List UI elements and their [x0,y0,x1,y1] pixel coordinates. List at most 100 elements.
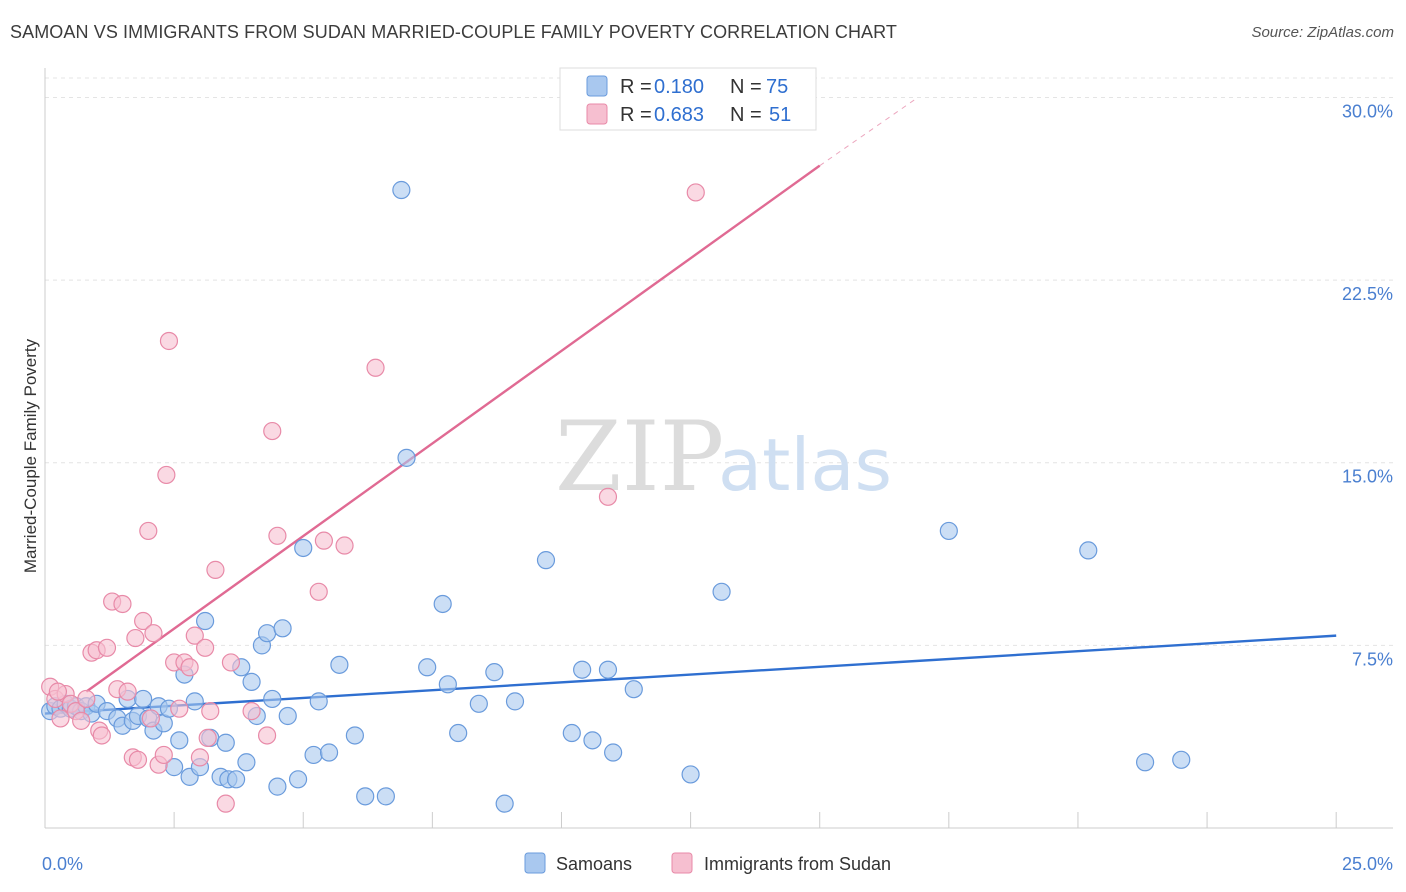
watermark-zip: ZIP [555,401,724,513]
point-sudan-29 [170,699,189,718]
point-sudan-23 [144,624,163,643]
point-sudan-22 [141,709,160,728]
axes [44,68,1393,829]
legend-swatch-sudan [586,103,608,125]
point-samoan-57 [438,675,457,694]
point-samoan-74 [1135,753,1155,772]
point-samoan-26 [185,692,204,711]
point-sudan-31 [180,658,199,677]
legend-r-label-1: R = [620,76,652,98]
legend-swatch-samoans [586,75,608,97]
x-tick-label-1: 25.0% [1342,854,1393,874]
correlation-legend: R = 0.180 N = 75 R = 0.683 N = 51 [559,67,817,131]
point-samoan-65 [573,660,592,679]
legend-n-label-2: N = [730,104,762,126]
point-sudan-27 [159,331,179,351]
point-samoan-53 [392,180,411,200]
point-samoan-69 [624,680,643,699]
point-samoan-73 [1079,541,1098,560]
point-sudan-33 [190,748,210,767]
point-samoan-59 [469,694,488,713]
point-samoan-75 [1172,750,1191,769]
trend-line-extension-sudan [819,97,919,167]
data-points [41,180,1191,813]
legend-r-label-2: R = [620,104,652,126]
point-samoan-72 [939,521,958,541]
point-sudan-7 [77,689,96,709]
y-tick-label-3: 30.0% [1342,101,1393,121]
point-samoan-66 [583,731,602,750]
point-samoan-58 [449,723,468,743]
point-samoan-52 [376,787,395,806]
point-sudan-40 [242,702,261,721]
point-samoan-23 [170,731,189,750]
point-samoan-63 [536,551,556,570]
point-samoan-68 [604,743,623,762]
x-tick-label-0: 0.0% [42,854,83,874]
point-samoan-43 [278,706,297,726]
point-samoan-64 [562,723,581,743]
point-sudan-25 [154,745,173,765]
legend-r-value-1: 0.180 [654,76,704,98]
point-sudan-21 [139,521,158,541]
point-sudan-6 [72,711,91,730]
point-samoan-41 [268,777,287,796]
point-samoan-40 [263,689,282,709]
legend-n-label-1: N = [730,76,762,98]
point-samoan-48 [319,743,339,762]
point-samoan-56 [433,594,452,614]
point-samoan-62 [505,692,525,711]
point-samoan-50 [345,726,364,745]
point-samoan-54 [397,448,416,467]
point-samoan-70 [681,765,700,784]
series-legend: Samoans Immigrants from Sudan [524,852,891,874]
x-tick-labels: 0.0% 25.0% [42,854,1393,874]
point-samoan-44 [288,770,308,789]
point-sudan-50 [48,682,68,701]
y-axis-label: Married-Couple Family Poverty [21,338,40,573]
point-sudan-26 [157,465,176,485]
trend-line-samoan [44,634,1337,715]
point-samoan-33 [226,770,246,789]
point-sudan-18 [126,628,145,648]
point-samoan-67 [598,660,618,679]
point-sudan-34 [196,638,215,657]
point-sudan-16 [118,682,137,701]
series-legend-swatch-sudan [671,852,693,874]
trend-lines [44,97,1337,715]
point-samoan-35 [237,753,256,772]
y-tick-label-0: 7.5% [1352,649,1393,669]
point-sudan-49 [686,183,705,202]
point-samoan-60 [485,663,504,682]
legend-r-value-2: 0.683 [654,104,704,126]
point-samoan-49 [330,655,349,674]
point-sudan-20 [134,611,153,631]
point-sudan-41 [257,726,277,745]
point-samoan-39 [257,624,277,643]
point-sudan-42 [263,421,282,441]
point-sudan-36 [201,702,220,721]
point-samoan-42 [273,619,292,638]
legend-n-value-1: 75 [766,76,788,98]
point-sudan-48 [598,487,618,506]
point-sudan-45 [314,531,333,550]
point-sudan-37 [206,560,225,579]
y-tick-labels: 7.5% 15.0% 22.5% 30.0% [1342,101,1393,669]
point-sudan-39 [221,653,241,672]
point-sudan-12 [97,638,117,657]
point-samoan-55 [418,658,437,677]
trend-line-sudan [85,164,821,693]
series-legend-label-sudan: Immigrants from Sudan [704,854,891,874]
chart-title: SAMOAN VS IMMIGRANTS FROM SUDAN MARRIED-… [10,22,898,42]
point-sudan-32 [185,626,204,645]
point-samoan-51 [356,787,375,806]
point-sudan-11 [92,726,111,745]
point-samoan-61 [495,794,514,813]
legend-n-value-2: 51 [769,104,791,126]
point-sudan-43 [268,526,287,545]
point-samoan-16 [134,689,153,709]
point-sudan-35 [198,728,217,748]
point-samoan-28 [196,611,215,631]
series-legend-label-samoans: Samoans [556,854,632,874]
